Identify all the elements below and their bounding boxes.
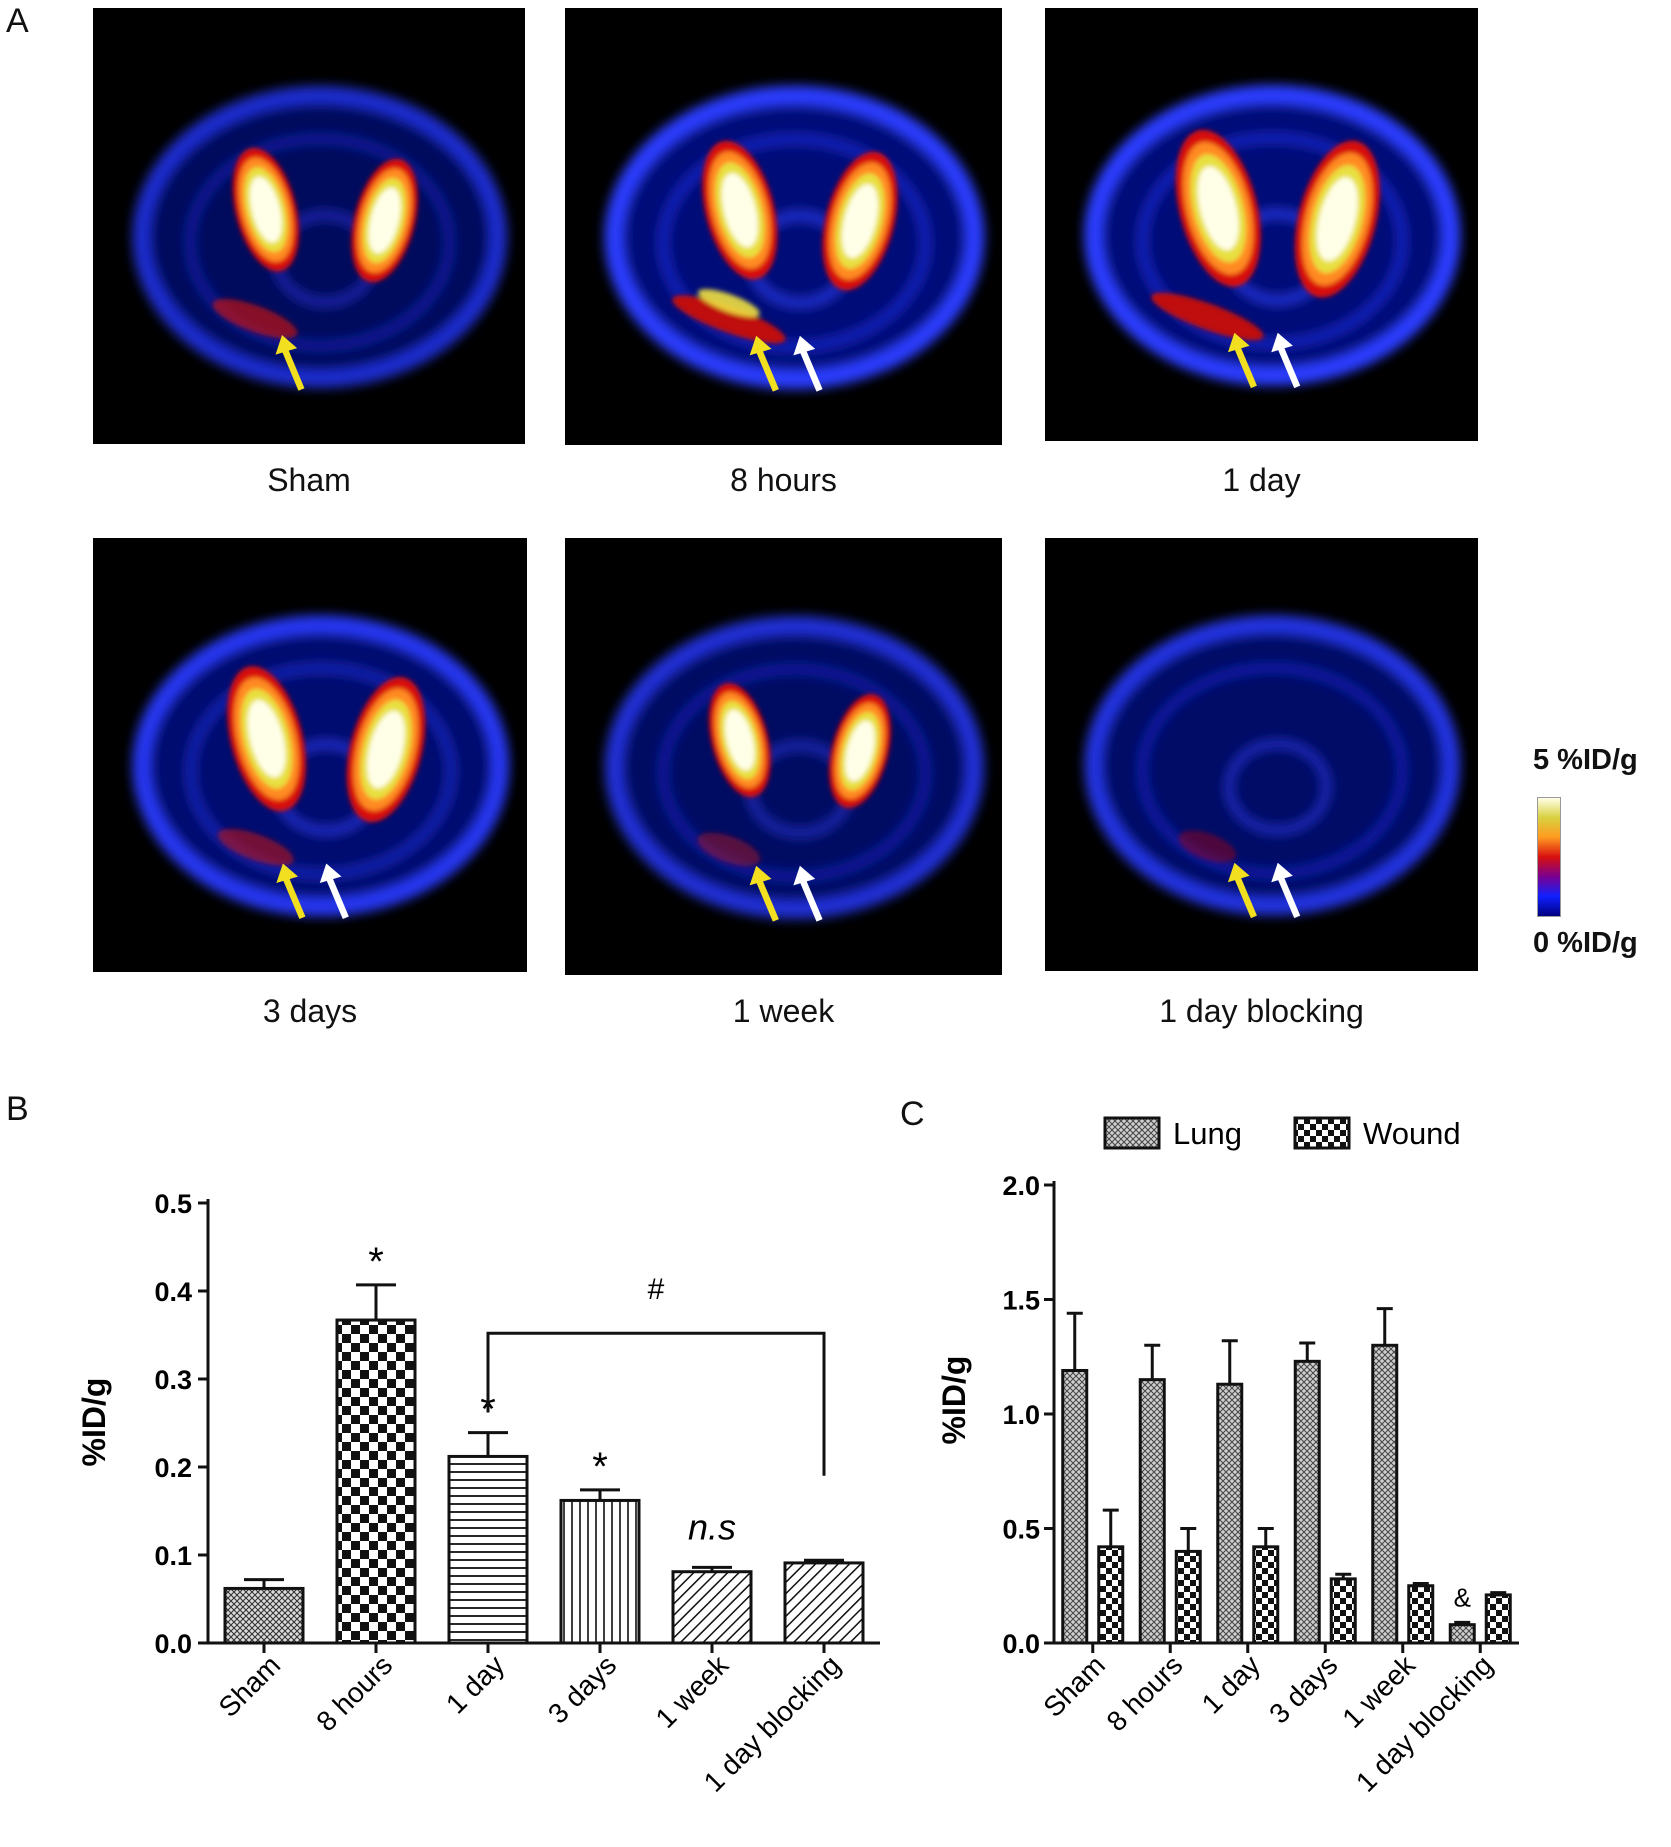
chart-b-ytick-label: 0.5 <box>154 1189 192 1219</box>
chart-c-xtick-label: 3 days <box>1263 1649 1343 1729</box>
chart-c-bar-lung <box>1293 1359 1321 1645</box>
chart-b-annotation: * <box>368 1240 384 1284</box>
chart-b-ytick-label: 0.0 <box>154 1629 192 1659</box>
colorscale-bar <box>1537 797 1561 917</box>
legend-label-lung: Lung <box>1173 1116 1242 1151</box>
panel-label-a: A <box>6 2 29 40</box>
chart-b-bar <box>223 1586 305 1645</box>
pet-caption-5: 1 week <box>732 993 835 1029</box>
pet-image-3 <box>1045 8 1478 441</box>
chart-c-bar-lung <box>1448 1623 1476 1645</box>
chart-c-ytick-label: 1.5 <box>1002 1286 1040 1316</box>
chart-b-xtick-label: 3 days <box>542 1649 622 1729</box>
pet-image-2 <box>565 8 1002 445</box>
chart-c-xtick-label: Sham <box>1037 1649 1111 1723</box>
chart-c-ytick-label: 0.0 <box>1002 1629 1040 1659</box>
pet-caption-6: 1 day blocking <box>1159 993 1364 1029</box>
chart-b-ytick-label: 0.3 <box>154 1365 192 1395</box>
chart-b-annotation: * <box>592 1445 608 1489</box>
chart-b-significance-bracket <box>486 1331 826 1476</box>
chart-c-annotation: & <box>1454 1583 1471 1613</box>
panel-label-c: C <box>900 1095 925 1133</box>
chart-c-bar-wound <box>1484 1593 1512 1645</box>
chart-b-bracket-label: # <box>648 1273 665 1306</box>
chart-b-bar <box>335 1318 417 1645</box>
chart-b-ytick-label: 0.2 <box>154 1453 192 1483</box>
arrow-white-3 <box>1271 332 1301 389</box>
chart-b-ytick-label: 0.4 <box>154 1277 192 1307</box>
legend-swatch-wound <box>1293 1116 1351 1150</box>
colorscale-min-label: 0 %ID/g <box>1533 927 1638 959</box>
pet-image-4 <box>93 538 527 972</box>
chart-b-ytick-label: 0.1 <box>154 1541 192 1571</box>
arrow-yellow-1 <box>275 335 305 391</box>
pet-caption-3: 1 day <box>1222 462 1301 498</box>
arrow-white-2 <box>793 335 823 392</box>
chart-c-bar-lung <box>1061 1368 1089 1645</box>
chart-b-bar <box>671 1570 753 1645</box>
chart-b-annotation: n.s <box>688 1507 736 1548</box>
arrow-yellow-3 <box>1227 332 1257 389</box>
pet-image-6 <box>1045 538 1478 971</box>
legend-label-wound: Wound <box>1363 1116 1461 1151</box>
chart-c-y-axis-label: %ID/g <box>936 1356 972 1445</box>
chart-c-bar-lung <box>1216 1382 1244 1645</box>
panel-label-b: B <box>6 1090 29 1128</box>
chart-c-bar-wound <box>1252 1545 1280 1645</box>
chart-c-bar-wound <box>1407 1584 1435 1645</box>
pet-caption-2: 8 hours <box>730 462 837 498</box>
pet-caption-4: 3 days <box>262 993 358 1029</box>
legend-swatch-lung <box>1103 1116 1161 1150</box>
chart-b-xtick-label: 1 day <box>440 1649 510 1719</box>
chart-b: 0.0 0.1 0.2 0.3 0.4 0.5 %ID/g Sham 8 hours * 1 day… <box>76 1189 880 1798</box>
chart-b-bar <box>559 1498 641 1645</box>
chart-b-y-axis-label: %ID/g <box>76 1378 112 1467</box>
chart-b-xtick-label: Sham <box>213 1649 287 1723</box>
chart-c-ytick-label: 2.0 <box>1002 1171 1040 1201</box>
chart-c-bar-wound <box>1174 1549 1202 1645</box>
chart-b-bar <box>783 1561 865 1645</box>
chart-c-bar-wound <box>1329 1577 1357 1645</box>
arrow-white-5 <box>793 865 823 922</box>
arrow-yellow-6 <box>1227 862 1257 919</box>
chart-c-xtick-label: 1 day <box>1196 1649 1266 1719</box>
chart-c-bar-lung <box>1138 1378 1166 1645</box>
pet-caption-1: Sham <box>267 462 351 498</box>
chart-b-xtick-label: 8 hours <box>310 1649 398 1737</box>
chart-c-xtick-label: 8 hours <box>1101 1649 1189 1737</box>
chart-c-xtick-label: 1 day blocking <box>1350 1649 1499 1798</box>
arrow-white-4 <box>319 863 349 920</box>
chart-b-xtick-label: 1 week <box>650 1649 735 1734</box>
pet-image-5 <box>565 538 1002 975</box>
arrow-yellow-5 <box>749 865 779 922</box>
chart-c-bar-lung <box>1371 1343 1399 1645</box>
arrow-yellow-4 <box>276 863 306 920</box>
pet-image-1 <box>93 8 525 444</box>
colorscale-max-label: 5 %ID/g <box>1533 744 1638 776</box>
chart-c-ytick-label: 1.0 <box>1002 1400 1040 1430</box>
chart-b-bar <box>447 1454 529 1645</box>
chart-c-bar-wound <box>1097 1545 1125 1645</box>
chart-c-ytick-label: 0.5 <box>1002 1515 1040 1545</box>
